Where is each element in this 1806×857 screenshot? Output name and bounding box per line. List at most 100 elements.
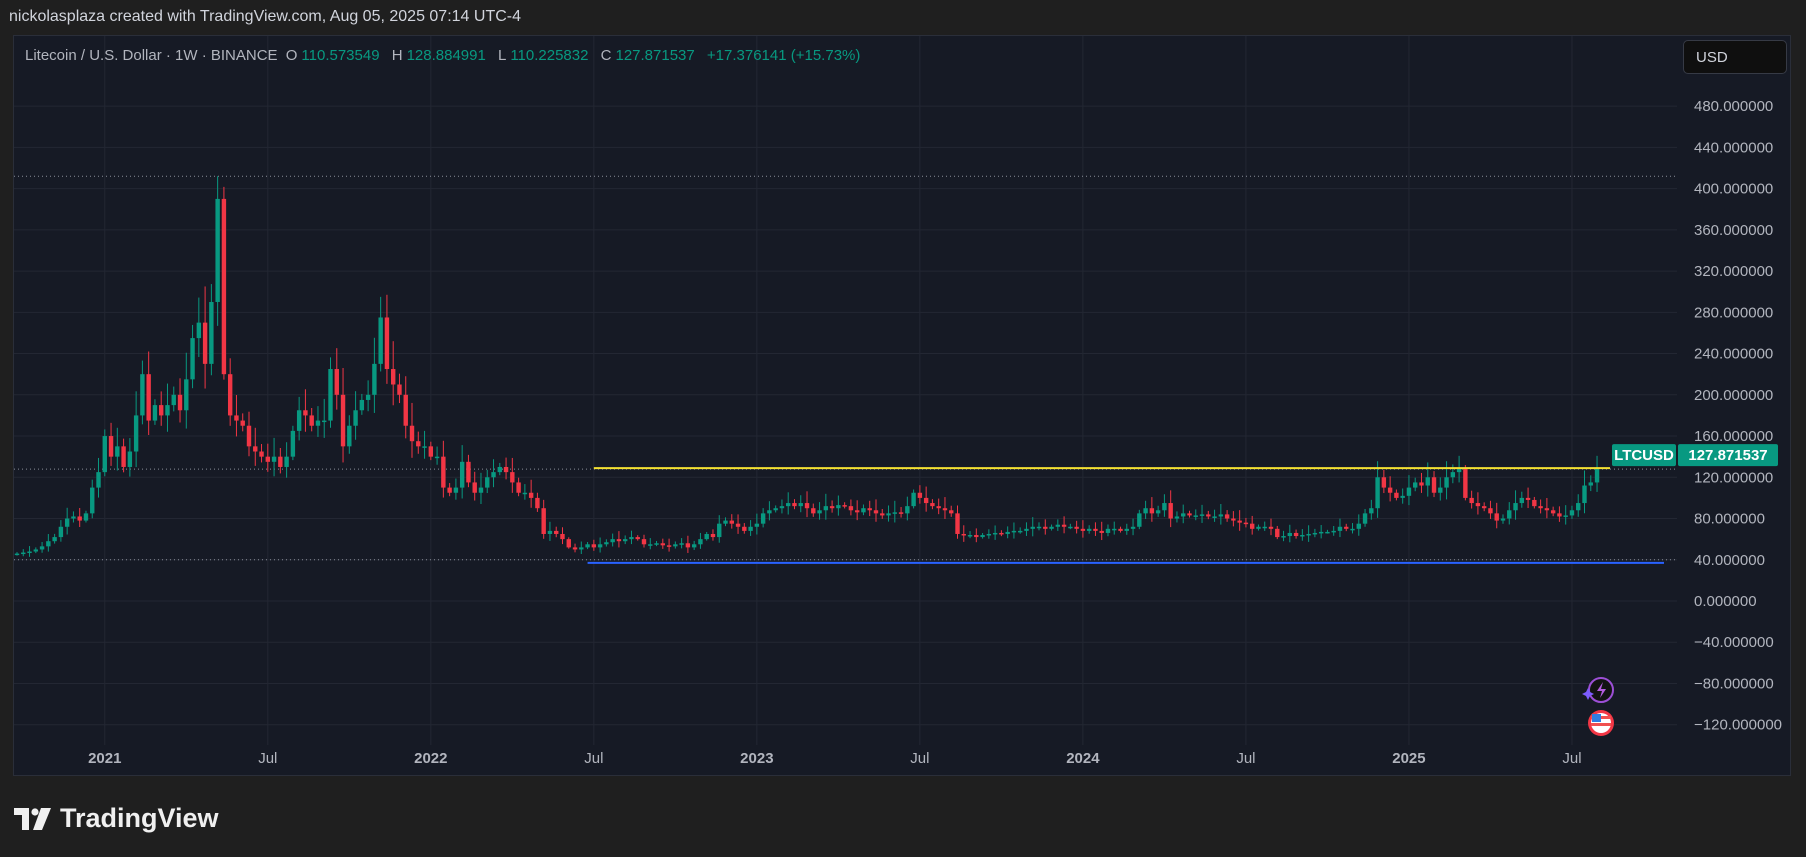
y-tick-label: 320.000000 (1694, 263, 1773, 280)
y-tick-label: 200.000000 (1694, 387, 1773, 404)
candle-down (309, 415, 314, 426)
candle-up (46, 541, 51, 547)
candle-down (1275, 528, 1280, 538)
candle-down (880, 513, 885, 516)
candle-down (535, 497, 540, 509)
candle-up (992, 532, 998, 535)
x-tick-label: Jul (1562, 750, 1581, 767)
candle-down (1080, 528, 1086, 531)
candle-down (842, 505, 847, 507)
candle-up (1444, 477, 1449, 488)
candle-down (811, 508, 816, 514)
tradingview-logo[interactable]: TradingView (14, 803, 219, 834)
candle-down (616, 539, 622, 542)
candle-down (942, 508, 948, 511)
candle-up (322, 420, 327, 423)
flag-stripe (1591, 723, 1611, 726)
x-tick-label: Jul (584, 750, 603, 767)
candle-up (190, 338, 195, 380)
candle-up (1500, 518, 1506, 521)
candle-down (246, 425, 252, 447)
candle-up (1155, 510, 1161, 514)
y-tick-label: 480.000000 (1694, 98, 1773, 115)
candle-down (1237, 520, 1242, 523)
candle-down (1488, 508, 1493, 514)
candle-up (184, 379, 189, 411)
y-tick-label: 0.000000 (1694, 593, 1757, 610)
candle-down (177, 394, 183, 411)
candle-up (497, 466, 502, 473)
candle-up (610, 539, 615, 543)
candle-down (278, 456, 283, 467)
candle-up (779, 506, 785, 509)
candle-up (754, 523, 760, 527)
chart-pane[interactable] (13, 35, 1791, 776)
candle-down (560, 533, 565, 540)
candle-up (284, 456, 289, 467)
candle-up (365, 394, 371, 400)
close-label: C (600, 47, 612, 64)
candle-up (1300, 535, 1305, 537)
candle-up (102, 436, 107, 473)
candle-down (742, 526, 747, 531)
candle-down (541, 508, 546, 534)
candle-down (554, 530, 559, 534)
y-tick-label: −120.000000 (1694, 717, 1782, 734)
candle-down (528, 492, 534, 498)
sparkle-icon (1582, 688, 1594, 700)
price-tag-symbol: LTCUSD (1614, 447, 1674, 464)
candle-up (1350, 528, 1355, 531)
candle-up (1413, 482, 1418, 488)
candle-down (1074, 526, 1079, 529)
candle-down (146, 374, 151, 421)
candle-up (1312, 532, 1318, 535)
candle-up (817, 510, 822, 514)
candle-down (1525, 497, 1531, 500)
candle-down (848, 506, 854, 511)
candle-down (334, 369, 339, 395)
candle-down (572, 547, 578, 550)
candle-up (359, 399, 365, 411)
candle-down (416, 441, 421, 447)
candle-down (1550, 510, 1556, 514)
candle-up (1181, 513, 1186, 517)
candle-up (171, 394, 176, 406)
candle-up (773, 508, 778, 511)
candle-up (1112, 528, 1117, 531)
candle-up (1337, 526, 1343, 531)
candle-up (1068, 526, 1073, 529)
candle-up (886, 513, 891, 516)
candle-up (209, 302, 214, 364)
y-tick-label: 40.000000 (1694, 552, 1765, 569)
candle-down (829, 506, 835, 509)
candle-up (1456, 469, 1462, 473)
candle-up (115, 446, 120, 457)
candle-down (1431, 477, 1437, 493)
candle-up (786, 503, 791, 507)
candle-up (622, 539, 628, 542)
candle-down (923, 497, 929, 504)
candle-up (798, 503, 803, 507)
symbol-title[interactable]: Litecoin / U.S. Dollar · 1W · BINANCE (25, 47, 278, 64)
candle-up (767, 510, 772, 514)
candle-up (1218, 514, 1224, 517)
change-value: +17.376141 (+15.73%) (706, 47, 861, 64)
candle-up (1018, 530, 1023, 533)
candle-down (472, 482, 477, 493)
tradingview-logo-icon (14, 807, 51, 830)
candle-up (1174, 516, 1180, 519)
x-tick-label: Jul (910, 750, 929, 767)
x-tick-label: 2024 (1066, 750, 1100, 767)
candle-up (1519, 497, 1524, 504)
candle-down (441, 456, 446, 488)
candle-down (955, 513, 960, 534)
candle-down (265, 456, 270, 462)
candle-down (1224, 514, 1230, 519)
candle-down (867, 508, 872, 511)
candle-up (861, 508, 866, 513)
candle-down (447, 487, 452, 493)
x-tick-label: 2025 (1392, 750, 1425, 767)
candle-down (510, 472, 515, 483)
currency-button[interactable]: USD (1683, 40, 1787, 74)
